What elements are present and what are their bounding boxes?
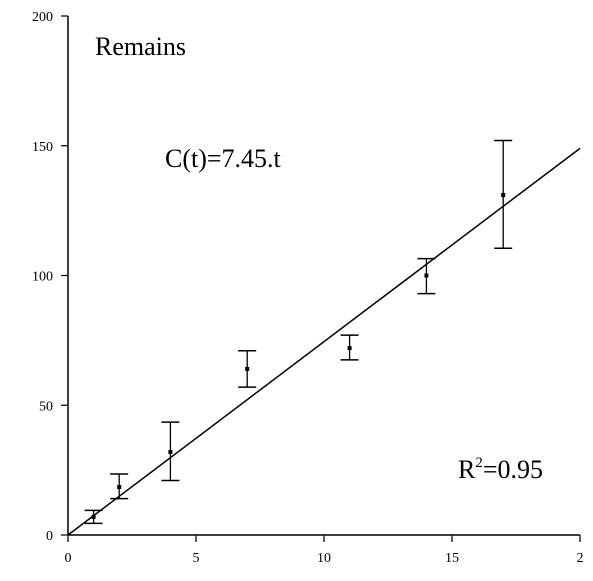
y-tick-label: 150 — [32, 140, 53, 155]
y-tick-label: 0 — [46, 529, 53, 544]
fit-layer — [67, 147, 581, 536]
chart-title: Remains — [95, 32, 186, 61]
r2-label-suffix: =0.95 — [483, 455, 543, 484]
data-point — [168, 449, 173, 454]
equation-label: C(t)=7.45.t — [165, 144, 282, 173]
y-tick-label: 200 — [32, 10, 53, 25]
fit-line — [67, 147, 581, 536]
data-point — [347, 346, 352, 351]
r2-label-superscript: 2 — [475, 455, 483, 471]
data-point — [117, 484, 122, 489]
points-layer — [84, 139, 513, 525]
y-tick-label: 100 — [32, 270, 53, 285]
r2-label-prefix: R — [458, 455, 476, 484]
x-tick-label: 2 — [577, 551, 584, 566]
x-tick-label: 5 — [193, 551, 200, 566]
x-tick-label: 10 — [317, 551, 331, 566]
data-point — [424, 273, 429, 278]
data-point — [91, 514, 96, 519]
ticks: 0 50 100 150 200 0 5 10 15 2 — [32, 10, 584, 566]
x-tick-label: 0 — [65, 551, 72, 566]
x-tick-label: 15 — [445, 551, 459, 566]
data-point — [501, 193, 506, 198]
r2-label: R2=0.95 — [458, 455, 543, 484]
data-point — [245, 366, 250, 371]
y-tick-label: 50 — [39, 399, 53, 414]
